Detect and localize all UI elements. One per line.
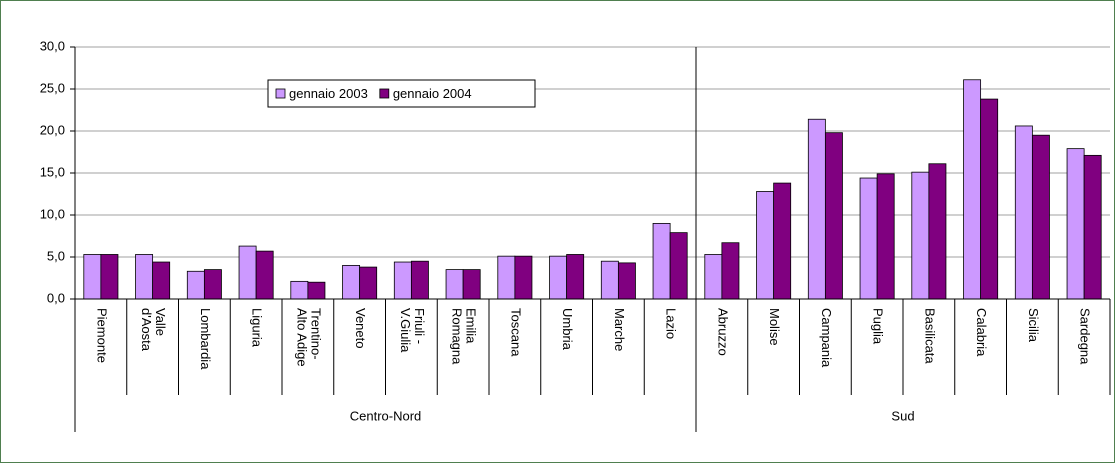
x-tick-label: Umbria xyxy=(560,308,575,351)
x-tick-label: Liguria xyxy=(250,308,265,348)
x-tick-label: Romagna xyxy=(450,308,465,365)
bar xyxy=(1031,134,1050,300)
bar xyxy=(721,242,740,300)
bar xyxy=(307,281,326,300)
bar xyxy=(255,250,274,300)
x-tick-label: Valle xyxy=(153,308,168,336)
bar xyxy=(652,222,671,300)
bar xyxy=(462,269,481,300)
bar xyxy=(756,191,775,300)
bar xyxy=(393,261,412,300)
x-tick-label: Veneto xyxy=(353,308,368,349)
group-label: Centro-Nord xyxy=(350,408,422,423)
bar xyxy=(566,254,585,300)
bar xyxy=(152,261,171,300)
x-tick-label: Puglia xyxy=(871,308,886,345)
x-tick-label: Trentino- xyxy=(308,308,323,360)
bar xyxy=(617,262,636,300)
bar xyxy=(186,270,205,300)
legend-swatch xyxy=(275,88,286,99)
x-tick-label: Campania xyxy=(819,308,834,368)
x-tick-label: Marche xyxy=(612,308,627,351)
x-tick-label: Alto Adige xyxy=(294,308,309,367)
bar xyxy=(203,269,222,300)
bar xyxy=(824,132,843,300)
bar xyxy=(1083,154,1102,300)
x-tick-label: Calabria xyxy=(974,308,989,357)
legend-label: gennaio 2004 xyxy=(393,86,472,101)
bar xyxy=(549,255,568,300)
x-tick-label: d'Aosta xyxy=(139,308,154,352)
bar xyxy=(100,254,119,300)
group-label: Sud xyxy=(891,408,914,423)
bar xyxy=(359,266,378,300)
bar xyxy=(497,255,516,300)
x-tick-label: Toscana xyxy=(508,308,523,357)
bar xyxy=(410,260,429,300)
y-tick-label: 30,0 xyxy=(40,38,65,53)
x-tick-label: Emilia xyxy=(464,308,479,344)
x-tick-label: Lombardia xyxy=(198,308,213,370)
y-tick-label: 10,0 xyxy=(40,206,65,221)
bar xyxy=(600,260,619,300)
bar xyxy=(135,254,154,300)
bar xyxy=(1014,125,1033,300)
y-tick-label: 15,0 xyxy=(40,164,65,179)
y-tick-label: 20,0 xyxy=(40,122,65,137)
x-tick-label: Sardegna xyxy=(1078,308,1093,365)
bar xyxy=(1066,148,1085,300)
y-tick-label: 25,0 xyxy=(40,80,65,95)
bar xyxy=(980,98,999,300)
x-tick-label: Lazio xyxy=(664,308,679,339)
bar xyxy=(704,254,723,300)
x-tick-label: Piemonte xyxy=(94,308,109,363)
bar xyxy=(807,118,826,300)
bar xyxy=(514,255,533,300)
y-tick-label: 0,0 xyxy=(47,290,65,305)
x-tick-label: V.Giulia xyxy=(398,308,413,353)
bar xyxy=(928,163,947,300)
y-tick-label: 5,0 xyxy=(47,248,65,263)
bar xyxy=(773,182,792,300)
bar xyxy=(238,245,257,300)
bar xyxy=(83,254,102,300)
bar xyxy=(342,264,361,300)
bar xyxy=(911,171,930,300)
x-tick-label: Molise xyxy=(767,308,782,346)
legend-box xyxy=(267,79,536,108)
bar xyxy=(290,280,309,300)
legend-label: gennaio 2003 xyxy=(289,86,368,101)
bar xyxy=(876,173,895,300)
legend-swatch xyxy=(379,88,390,99)
x-tick-label: Abruzzo xyxy=(715,308,730,356)
x-tick-label: Basilicata xyxy=(922,308,937,364)
bar xyxy=(669,232,688,300)
x-tick-label: Friuli - xyxy=(412,308,427,344)
bar xyxy=(963,79,982,300)
x-tick-label: Sicilia xyxy=(1026,308,1041,343)
bar xyxy=(859,177,878,300)
bar xyxy=(445,269,464,300)
